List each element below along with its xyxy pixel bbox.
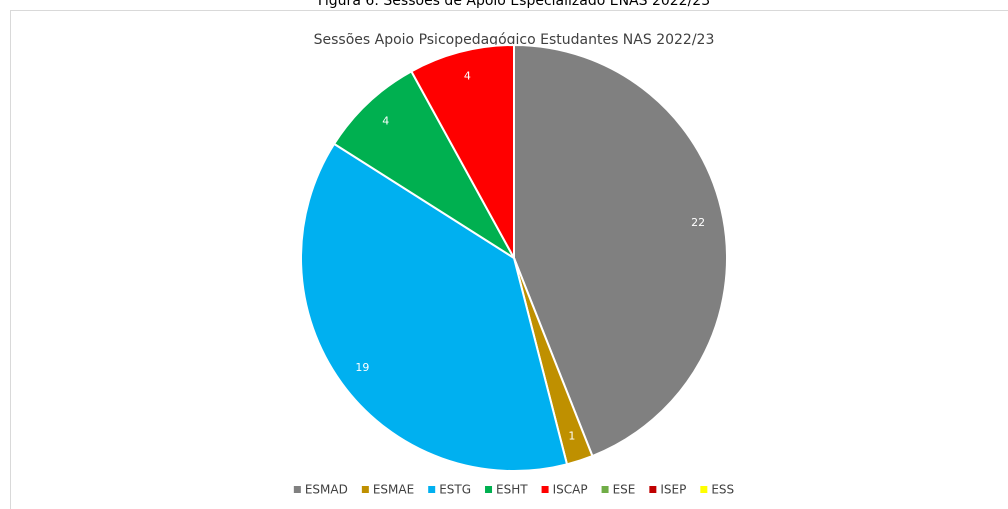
- legend-label: ESMAE: [373, 483, 414, 497]
- legend-swatch: [541, 486, 549, 493]
- figure-caption: Figura 6: Sessões de Apoio Especializado…: [318, 0, 710, 9]
- legend-label: ESS: [711, 483, 734, 497]
- legend-swatch: [601, 486, 609, 493]
- pie-slice: [332, 69, 515, 259]
- data-label: 4: [382, 114, 389, 127]
- data-label: 19: [355, 361, 369, 374]
- legend-swatch: [485, 486, 493, 493]
- data-label: 4: [464, 69, 471, 82]
- chart-title: Sessões Apoio Psicopedagógico Estudantes…: [314, 32, 715, 48]
- pie-slice: [300, 142, 569, 472]
- pie-slice: [410, 43, 515, 259]
- pie-slice: [513, 43, 728, 458]
- legend-label: ISEP: [660, 483, 686, 497]
- legend-label: ESTG: [439, 483, 471, 497]
- legend-swatch: [700, 486, 708, 493]
- legend-swatch: [361, 486, 369, 493]
- legend-label: ESE: [613, 483, 636, 497]
- legend-label: ESMAD: [305, 483, 348, 497]
- legend-swatch: [649, 486, 657, 493]
- legend-swatch: [428, 486, 436, 493]
- legend-label: ESHT: [496, 483, 528, 497]
- data-label: 22: [691, 216, 705, 229]
- legend-label: ISCAP: [553, 483, 588, 497]
- data-label: 1: [568, 429, 575, 442]
- legend-swatch: [293, 486, 301, 493]
